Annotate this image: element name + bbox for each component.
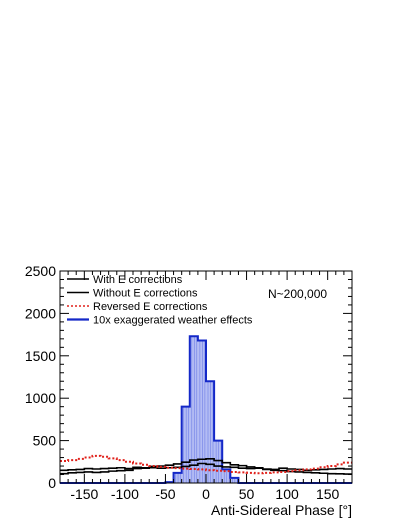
x-tick-label: 100	[275, 486, 299, 502]
y-tick-label: 2000	[25, 305, 56, 321]
x-axis: -150 -100 -50 0 50 100 150	[67, 271, 345, 502]
legend-label: 10x exaggerated weather effects	[93, 315, 253, 327]
plot-area	[59, 270, 353, 484]
legend-label: Without E corrections	[93, 288, 198, 300]
annotation-sample-size: N~200,000	[268, 287, 327, 301]
y-tick-label: 0	[48, 475, 56, 491]
series-fill-10x-exaggerated-weather-effects	[60, 336, 352, 483]
legend-label: Reversed E corrections	[93, 301, 208, 313]
legend: With E corrections Without E correctionsR…	[67, 274, 253, 327]
x-tick-label: -50	[155, 486, 175, 502]
x-axis-title: Anti-Sidereal Phase [°]	[211, 502, 352, 518]
y-tick-label: 1000	[25, 390, 56, 406]
y-tick-label: 2500	[25, 263, 56, 279]
y-tick-label: 1500	[25, 348, 56, 364]
x-tick-label: -100	[111, 486, 139, 502]
y-axis: 0 500 1000 1500 2000 2500	[25, 263, 352, 491]
legend-label: With E corrections	[93, 274, 183, 286]
y-tick-label: 500	[33, 433, 57, 449]
series-line-without-e-corrections	[60, 458, 352, 475]
x-tick-label: 150	[316, 486, 340, 502]
x-tick-label: 0	[202, 486, 210, 502]
x-tick-label: 50	[239, 486, 255, 502]
series-line-reversed-e-corrections	[60, 454, 352, 475]
x-tick-label: -150	[70, 486, 98, 502]
